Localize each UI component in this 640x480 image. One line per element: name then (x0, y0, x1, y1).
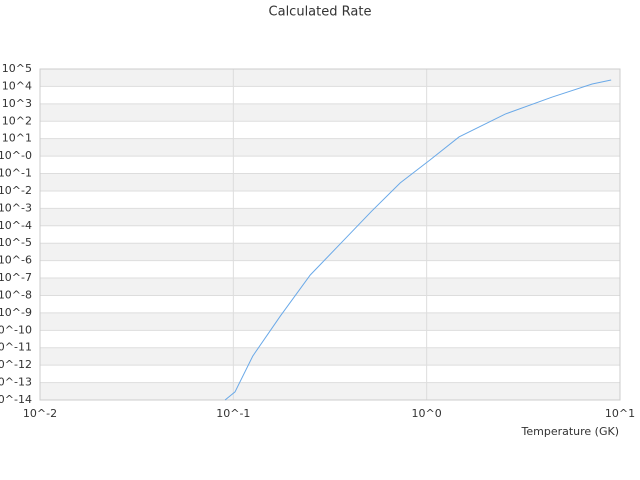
grid-band (40, 347, 620, 366)
y-tick-label: 10^-10 (0, 323, 32, 336)
plot-frame (39, 68, 621, 401)
grid-band (40, 243, 620, 261)
y-tick-label: 10^-14 (0, 393, 32, 406)
y-tick-label: 10^-6 (0, 254, 32, 267)
y-tick-label: 10^1 (2, 132, 32, 145)
y-tick-label: 10^-7 (0, 271, 32, 284)
grid-band (40, 69, 620, 87)
y-tick-label: 10^5 (2, 62, 32, 75)
x-tick-label: 10^0 (412, 407, 442, 420)
y-tick-label: 10^-5 (0, 236, 32, 249)
y-tick-label: 10^-9 (0, 306, 32, 319)
y-tick-label: 10^2 (2, 114, 32, 127)
y-tick-label: 10^-0 (0, 149, 32, 162)
grid-band (40, 173, 620, 191)
y-tick-label: 10^3 (2, 97, 32, 110)
x-tick-label: 10^1 (605, 407, 635, 420)
grid-band (40, 208, 620, 226)
y-tick-label: 10^-1 (0, 167, 32, 180)
grid-band (40, 138, 620, 157)
x-tick-label: 10^-1 (216, 407, 250, 420)
y-tick-label: 10^-11 (0, 341, 32, 354)
grid-band (40, 382, 620, 400)
y-tick-label: 10^4 (2, 79, 32, 92)
grid-band (40, 103, 620, 122)
data-line (224, 79, 612, 401)
x-tick-label: 10^-2 (23, 407, 57, 420)
grid-band (40, 278, 620, 296)
x-axis-label: Temperature (GK) (521, 425, 620, 438)
y-tick-label: 10^-4 (0, 219, 32, 232)
y-tick-label: 10^-12 (0, 358, 32, 371)
chart-title: Calculated Rate (269, 5, 372, 20)
y-tick-label: 10^-2 (0, 184, 32, 197)
y-tick-label: 10^-8 (0, 288, 32, 301)
y-tick-label: 10^-3 (0, 201, 32, 214)
grid-band (40, 312, 620, 331)
y-tick-label: 10^-13 (0, 376, 32, 389)
